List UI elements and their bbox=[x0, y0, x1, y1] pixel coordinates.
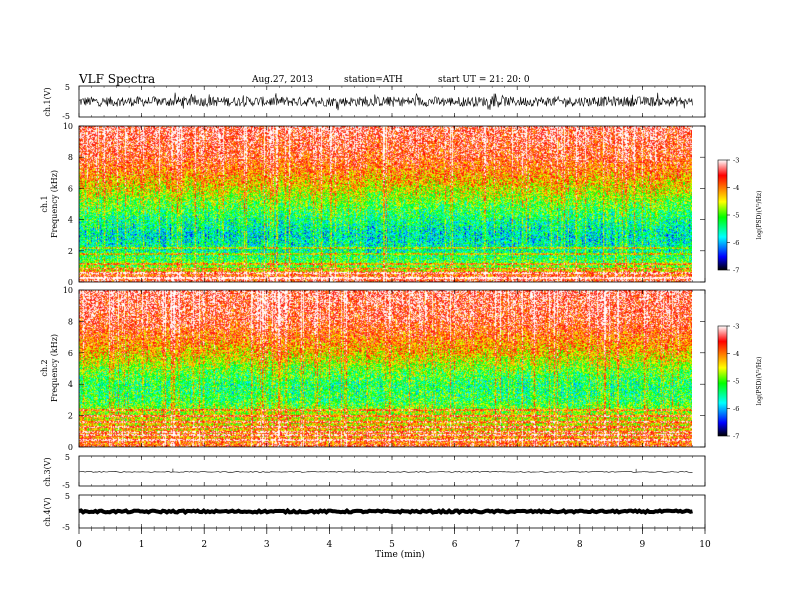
time-tick-label: 6 bbox=[452, 540, 458, 550]
colorbar-tick-label: -6 bbox=[733, 405, 739, 413]
ch4-waveform-trace bbox=[78, 507, 693, 516]
frequency-tick-label: 4 bbox=[68, 216, 73, 225]
frequency-tick-label: 6 bbox=[68, 349, 73, 358]
ch2-frequency-ylabel: Frequency (kHz) bbox=[50, 334, 59, 402]
time-tick-label: 3 bbox=[264, 540, 270, 550]
ch1-waveform-trace bbox=[78, 92, 693, 111]
ch3-ytick-bottom: -5 bbox=[62, 481, 70, 490]
header-station: station=ATH bbox=[344, 75, 403, 85]
colorbar-tick-label: -5 bbox=[733, 378, 739, 386]
time-tick-label: 2 bbox=[201, 540, 207, 550]
ch1-colorbar-scale bbox=[717, 159, 728, 271]
ch4-waveform-ylabel: ch.4(V) bbox=[43, 497, 52, 526]
ch1-colorbar-ticks: -3 -4 -5 -6 -7 bbox=[727, 157, 739, 275]
ch1-colorbar-label: log(PSD)(V²/Hz) bbox=[756, 191, 763, 240]
ch1-frequency-ticks: 0 2 4 6 8 10 bbox=[63, 122, 705, 287]
ch1-ytick-top: 5 bbox=[65, 83, 70, 92]
colorbar-tick-label: -7 bbox=[733, 267, 739, 275]
time-tick-label: 1 bbox=[139, 540, 145, 550]
ch2-colorbar-label: log(PSD)(V²/Hz) bbox=[756, 357, 763, 406]
colorbar-tick-label: -4 bbox=[733, 184, 739, 192]
colorbar-tick-label: -6 bbox=[733, 239, 739, 247]
ch2-frequency-ticks: 0 2 4 6 8 10 bbox=[63, 286, 705, 452]
colorbar-tick-label: -7 bbox=[733, 433, 739, 441]
ch2-colorbar: -3 -4 -5 -6 -7 log(PSD)(V²/Hz) bbox=[717, 323, 763, 441]
ch1-spectrogram-panel: 0 2 4 6 8 10 ch.1 Frequency (kHz) bbox=[40, 122, 706, 287]
time-tick-label: 9 bbox=[640, 540, 646, 550]
colorbar-tick-label: -4 bbox=[733, 350, 739, 358]
ch1-frequency-ylabel: Frequency (kHz) bbox=[50, 170, 59, 238]
header-date: Aug.27, 2013 bbox=[251, 75, 313, 85]
time-axis-label: Time (min) bbox=[375, 549, 425, 560]
ch4-ytick-bottom: -5 bbox=[62, 523, 70, 532]
ch3-waveform-panel: 5 -5 ch.3(V) bbox=[43, 453, 706, 490]
colorbar-tick-label: -5 bbox=[733, 212, 739, 220]
ch2-colorbar-ticks: -3 -4 -5 -6 -7 bbox=[727, 323, 739, 441]
ch2-spectrogram-channel-label: ch.2 bbox=[40, 359, 49, 376]
frequency-tick-label: 8 bbox=[68, 317, 73, 326]
ch1-spectrogram-channel-label: ch.1 bbox=[40, 195, 49, 212]
colorbar-tick-label: -3 bbox=[733, 323, 739, 331]
time-tick-label: 10 bbox=[699, 540, 711, 550]
header-start-ut: start UT = 21: 20: 0 bbox=[438, 75, 530, 85]
time-tick-label: 5 bbox=[389, 540, 395, 550]
ch2-spectrogram-panel: 0 2 4 6 8 10 ch.2 Frequency (kHz) bbox=[40, 286, 706, 452]
ch1-waveform-ylabel: ch.1(V) bbox=[43, 87, 52, 116]
time-tick-label: 4 bbox=[327, 540, 333, 550]
ch3-waveform-ylabel: ch.3(V) bbox=[43, 457, 52, 486]
ch1-waveform-panel: 5 -5 ch.1(V) bbox=[43, 83, 706, 121]
frequency-tick-label: 2 bbox=[68, 412, 73, 421]
frequency-tick-label: 8 bbox=[68, 153, 73, 162]
time-tick-label: 8 bbox=[577, 540, 583, 550]
frequency-tick-label: 10 bbox=[63, 286, 73, 295]
ch3-ytick-top: 5 bbox=[65, 453, 70, 462]
ch1-ytick-bottom: -5 bbox=[62, 112, 70, 121]
colorbar-tick-label: -3 bbox=[733, 157, 739, 165]
frequency-tick-label: 6 bbox=[68, 184, 73, 193]
frequency-tick-label: 10 bbox=[63, 122, 73, 131]
time-tick-label: 0 bbox=[76, 540, 82, 550]
ch2-spectrogram-image bbox=[79, 290, 692, 447]
frequency-tick-label: 4 bbox=[68, 380, 73, 389]
time-axis: 0 1 2 3 4 5 6 7 8 9 10 bbox=[76, 528, 711, 550]
frequency-tick-label: 0 bbox=[68, 278, 73, 287]
ch4-ytick-top: 5 bbox=[65, 492, 70, 501]
panel-time-ticks bbox=[78, 86, 706, 528]
ch3-waveform-trace bbox=[78, 468, 693, 473]
frequency-tick-label: 2 bbox=[68, 247, 73, 256]
ch2-colorbar-scale bbox=[717, 325, 728, 437]
frequency-tick-label: 0 bbox=[68, 443, 73, 452]
ch4-waveform-panel: 5 -5 ch.4(V) bbox=[43, 492, 706, 532]
figure-title: VLF Spectra bbox=[78, 72, 155, 86]
ch1-colorbar: -3 -4 -5 -6 -7 log(PSD)(V²/Hz) bbox=[717, 157, 763, 275]
ch1-spectrogram-image bbox=[79, 126, 692, 282]
time-tick-label: 7 bbox=[514, 540, 520, 550]
